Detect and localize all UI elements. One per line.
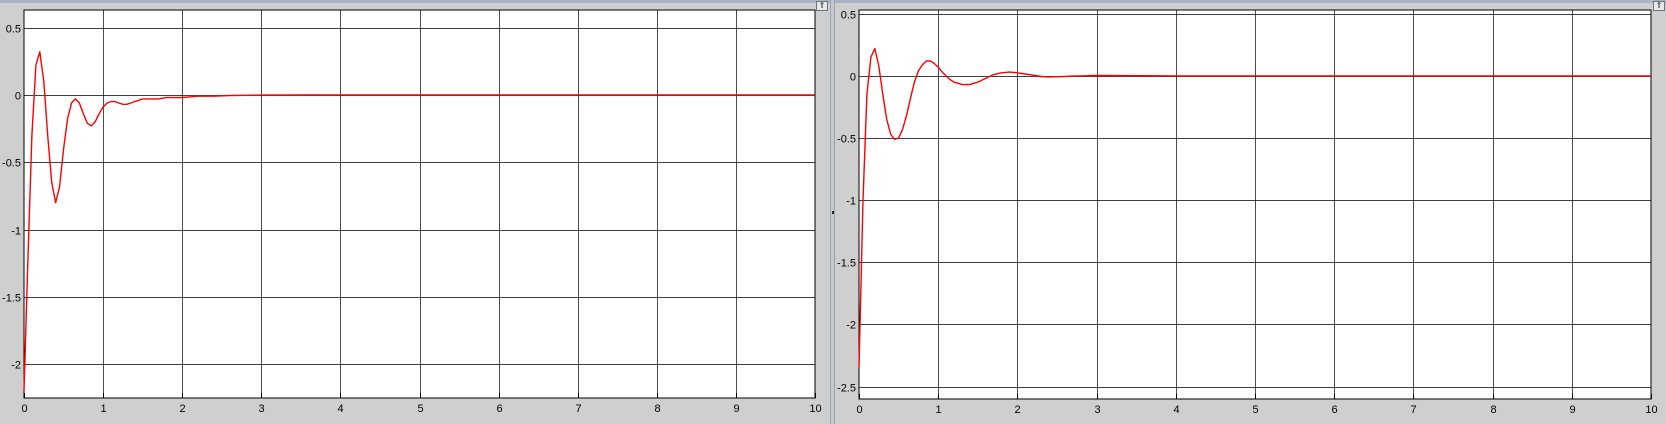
x-tick-label: 10 xyxy=(1645,404,1657,416)
x-tick-label: 1 xyxy=(100,403,106,415)
x-tick-label: 6 xyxy=(496,403,502,415)
panel-title-strip xyxy=(835,0,1666,3)
scope-plot-left: 0 1 2 3 4 5 6 7 8 9 10 0.5 0 -0.5 -1 -1.5 -2 xyxy=(2,9,822,415)
y-tick-label: -2 xyxy=(846,320,856,332)
x-tick-label: 6 xyxy=(1331,404,1337,416)
y-tick-label: 0 xyxy=(15,91,21,103)
x-tick-label: 1 xyxy=(935,404,941,416)
x-tick-label: 5 xyxy=(417,403,423,415)
x-tick-label: 0 xyxy=(21,403,27,415)
y-tick-label: -2.5 xyxy=(837,383,856,395)
scope-panel-right: ⇑ 0 1 2 3 4 5 6 7 8 9 10 0.5 0 -0.5 -1 -1.5 -2 -2.5 xyxy=(834,0,1666,424)
panel-title-strip xyxy=(0,0,830,3)
response-trace xyxy=(858,47,1651,368)
y-tick-label: 0.5 xyxy=(6,24,21,36)
x-tick-label: 2 xyxy=(179,403,185,415)
x-tick-label: 10 xyxy=(809,403,821,415)
maximize-button[interactable]: ⇑ xyxy=(816,1,828,11)
x-tick-label: 5 xyxy=(1252,404,1258,416)
y-tick-label: -1.5 xyxy=(837,258,856,270)
y-tick-label: -1.5 xyxy=(2,293,21,305)
x-tick-label: 3 xyxy=(258,403,264,415)
plot-area xyxy=(23,9,816,399)
x-tick-label: 8 xyxy=(654,403,660,415)
plot-area xyxy=(858,9,1652,400)
x-tick-label: 7 xyxy=(575,403,581,415)
x-tick-label: 4 xyxy=(1173,404,1179,416)
y-tick-label: -0.5 xyxy=(2,158,21,170)
scope-plot-right: 0 1 2 3 4 5 6 7 8 9 10 0.5 0 -0.5 -1 -1.5 -2 -2.5 xyxy=(837,9,1658,416)
y-tick-label: -2 xyxy=(11,360,21,372)
y-tick-label: 0.5 xyxy=(841,10,856,22)
panel-splitter-handle[interactable] xyxy=(832,211,834,214)
y-tick-label: -0.5 xyxy=(837,134,856,146)
y-tick-label: 0 xyxy=(850,72,856,84)
x-tick-label: 2 xyxy=(1014,404,1020,416)
x-tick-label: 8 xyxy=(1490,404,1496,416)
x-tick-label: 0 xyxy=(856,404,862,416)
response-trace xyxy=(23,51,815,392)
y-tick-label: -1 xyxy=(11,226,21,238)
scope-panel-left: ⇑ 0 1 2 3 4 5 6 7 8 9 10 0.5 0 -0.5 -1 -1.5 -2 xyxy=(0,0,831,424)
x-tick-label: 7 xyxy=(1410,404,1416,416)
x-tick-label: 3 xyxy=(1094,404,1100,416)
y-tick-label: -1 xyxy=(846,196,856,208)
x-tick-label: 9 xyxy=(1569,404,1575,416)
x-tick-label: 9 xyxy=(733,403,739,415)
x-tick-label: 4 xyxy=(337,403,343,415)
maximize-button[interactable]: ⇑ xyxy=(1653,1,1665,11)
